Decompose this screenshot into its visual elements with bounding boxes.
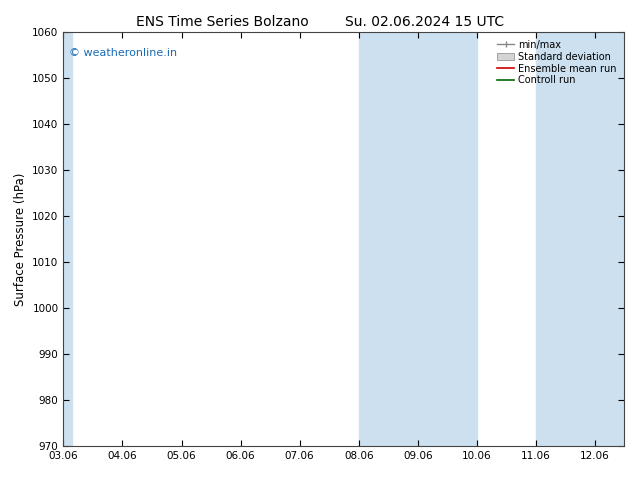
Legend: min/max, Standard deviation, Ensemble mean run, Controll run: min/max, Standard deviation, Ensemble me… [494, 37, 619, 88]
Text: ENS Time Series Bolzano: ENS Time Series Bolzano [136, 15, 308, 29]
Bar [388, 32, 477, 446]
Bar [536, 32, 566, 446]
Bar [60, 32, 72, 446]
Text: Su. 02.06.2024 15 UTC: Su. 02.06.2024 15 UTC [346, 15, 504, 29]
Bar [566, 32, 624, 446]
Bar [359, 32, 388, 446]
Text: © weatheronline.in: © weatheronline.in [69, 49, 177, 58]
Y-axis label: Surface Pressure (hPa): Surface Pressure (hPa) [14, 172, 27, 306]
